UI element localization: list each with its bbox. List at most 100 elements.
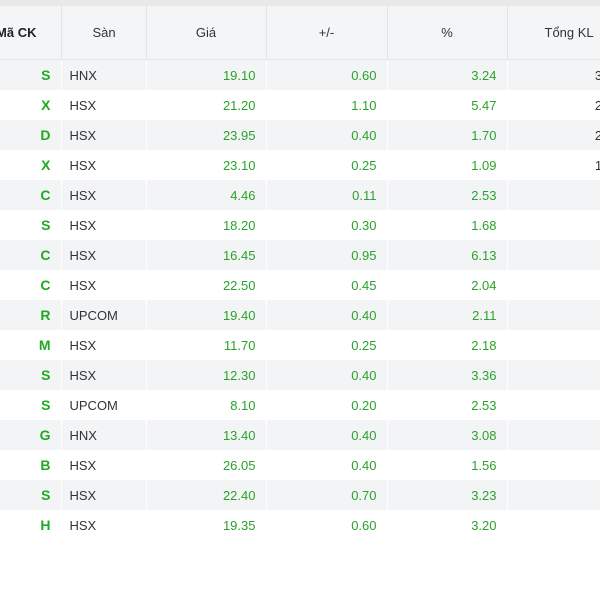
cell-exchange: HSX bbox=[61, 270, 147, 300]
cell-percent: 2.53 bbox=[387, 390, 508, 420]
cell-change: 0.45 bbox=[266, 270, 388, 300]
cell-volume: 7,606,0 bbox=[507, 240, 600, 270]
cell-price: 19.35 bbox=[146, 510, 267, 540]
cell-symbol[interactable]: S bbox=[0, 390, 62, 420]
cell-percent: 2.04 bbox=[387, 270, 508, 300]
cell-change: 0.40 bbox=[266, 300, 388, 330]
cell-exchange: HSX bbox=[61, 360, 147, 390]
cell-volume: 35,643,2 bbox=[507, 59, 600, 90]
cell-change: 0.30 bbox=[266, 210, 388, 240]
top-strip bbox=[0, 0, 600, 6]
cell-percent: 1.56 bbox=[387, 450, 508, 480]
cell-symbol[interactable]: S bbox=[0, 210, 62, 240]
cell-percent: 2.18 bbox=[387, 330, 508, 360]
cell-volume: 14,883,0 bbox=[507, 150, 600, 180]
cell-volume: 2,918,9 bbox=[507, 360, 600, 390]
cell-symbol[interactable]: M bbox=[0, 330, 62, 360]
cell-exchange: HNX bbox=[61, 420, 147, 450]
cell-symbol[interactable]: S bbox=[0, 59, 62, 90]
cell-price: 21.20 bbox=[146, 90, 267, 120]
cell-volume: 9,957,5 bbox=[507, 180, 600, 210]
cell-symbol[interactable]: C bbox=[0, 270, 62, 300]
cell-percent: 6.13 bbox=[387, 240, 508, 270]
cell-price: 19.40 bbox=[146, 300, 267, 330]
cell-volume: 3,412,2 bbox=[507, 330, 600, 360]
cell-price: 8.10 bbox=[146, 390, 267, 420]
cell-exchange: HSX bbox=[61, 90, 147, 120]
cell-price: 22.50 bbox=[146, 270, 267, 300]
cell-volume: 21,522,0 bbox=[507, 120, 600, 150]
cell-symbol[interactable]: X bbox=[0, 90, 62, 120]
cell-symbol[interactable]: D bbox=[0, 120, 62, 150]
cell-exchange: HNX bbox=[61, 59, 147, 90]
cell-exchange: HSX bbox=[61, 450, 147, 480]
cell-exchange: HSX bbox=[61, 480, 147, 510]
cell-symbol[interactable]: X bbox=[0, 150, 62, 180]
cell-price: 23.95 bbox=[146, 120, 267, 150]
cell-symbol[interactable]: C bbox=[0, 240, 62, 270]
column-header-volume[interactable]: Tổng KL bbox=[507, 6, 600, 60]
column-header-price[interactable]: Giá bbox=[146, 6, 267, 60]
cell-exchange: HSX bbox=[61, 120, 147, 150]
cell-exchange: HSX bbox=[61, 150, 147, 180]
cell-volume: 9,620,4 bbox=[507, 210, 600, 240]
cell-symbol[interactable]: R bbox=[0, 300, 62, 330]
cell-percent: 3.24 bbox=[387, 59, 508, 90]
cell-symbol[interactable]: S bbox=[0, 480, 62, 510]
header-row: Mã CK Sàn Giá +/- % Tổng KL bbox=[0, 6, 600, 60]
cell-symbol[interactable]: C bbox=[0, 180, 62, 210]
cell-percent: 1.70 bbox=[387, 120, 508, 150]
cell-price: 4.46 bbox=[146, 180, 267, 210]
cell-exchange: HSX bbox=[61, 330, 147, 360]
cell-exchange: HSX bbox=[61, 240, 147, 270]
column-header-percent[interactable]: % bbox=[387, 6, 508, 60]
cell-exchange: HSX bbox=[61, 510, 147, 540]
column-header-change[interactable]: +/- bbox=[266, 6, 388, 60]
cell-exchange: HSX bbox=[61, 210, 147, 240]
cell-exchange: UPCOM bbox=[61, 390, 147, 420]
cell-volume: 2,388,0 bbox=[507, 390, 600, 420]
cell-price: 11.70 bbox=[146, 330, 267, 360]
cell-symbol[interactable]: G bbox=[0, 420, 62, 450]
column-header-symbol[interactable]: Mã CK bbox=[0, 6, 62, 60]
cell-symbol[interactable]: B bbox=[0, 450, 62, 480]
cell-change: 0.25 bbox=[266, 150, 388, 180]
cell-percent: 1.09 bbox=[387, 150, 508, 180]
volume-value: 21,522,0 bbox=[595, 128, 600, 143]
cell-percent: 3.08 bbox=[387, 420, 508, 450]
volume-value: 27,569,1 bbox=[595, 98, 600, 113]
cell-exchange: UPCOM bbox=[61, 300, 147, 330]
cell-change: 0.95 bbox=[266, 240, 388, 270]
cell-percent: 3.36 bbox=[387, 360, 508, 390]
cell-volume: 5,651,1 bbox=[507, 270, 600, 300]
cell-exchange: HSX bbox=[61, 180, 147, 210]
cell-change: 0.40 bbox=[266, 120, 388, 150]
column-header-exchange[interactable]: Sàn bbox=[61, 6, 147, 60]
cell-symbol[interactable]: H bbox=[0, 510, 62, 540]
cell-symbol[interactable]: S bbox=[0, 360, 62, 390]
cell-price: 12.30 bbox=[146, 360, 267, 390]
cell-percent: 1.68 bbox=[387, 210, 508, 240]
cell-volume: 1,428,9 bbox=[507, 510, 600, 540]
cell-percent: 5.47 bbox=[387, 90, 508, 120]
cell-change: 0.60 bbox=[266, 59, 388, 90]
volume-value: 35,643,2 bbox=[595, 68, 600, 83]
stock-table: Mã CK Sàn Giá +/- % Tổng KL S HNX 19.10 0.6… bbox=[0, 6, 600, 540]
cell-volume: 27,569,1 bbox=[507, 90, 600, 120]
